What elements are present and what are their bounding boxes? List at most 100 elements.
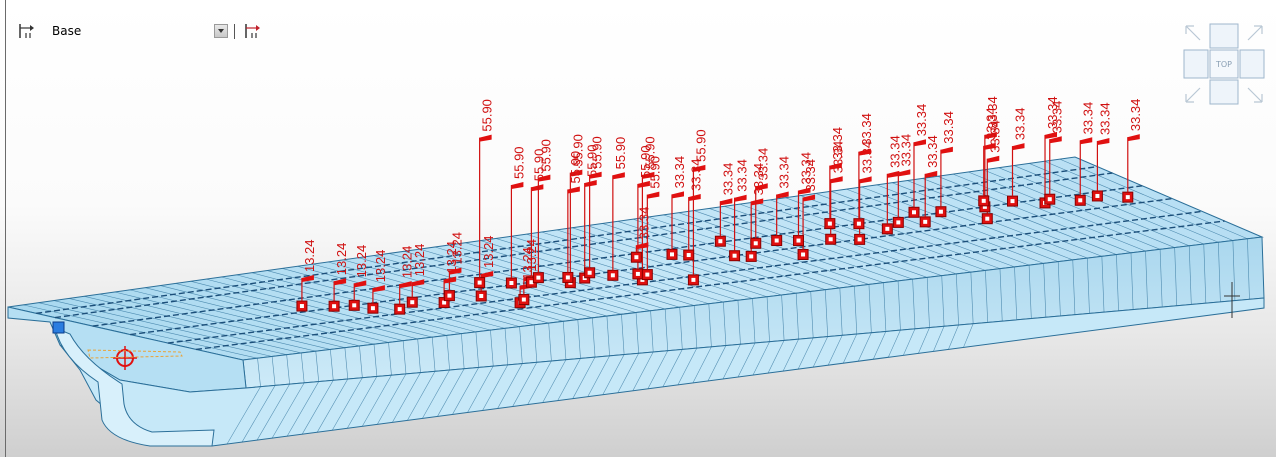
mesh-line [331,377,363,431]
load-flag [940,146,953,154]
point-load[interactable]: 13.24 [394,246,415,315]
point-load[interactable]: 13.24 [406,244,427,308]
load-flag [1127,134,1140,142]
strand-line [167,210,1203,344]
load-node-center [447,293,452,298]
mesh-line [572,357,596,399]
point-load[interactable]: 33.34 [771,156,792,247]
point-load[interactable]: 55.90 [532,139,553,284]
point-load[interactable]: 33.34 [978,107,999,207]
mesh-line [422,369,450,419]
point-load[interactable]: 33.34 [1122,99,1143,203]
mesh-line [1247,238,1250,300]
load-label: 33.34 [985,96,1000,129]
mesh-line [526,233,739,301]
point-load[interactable]: 13.24 [443,232,464,302]
load-flag [776,191,789,199]
point-load[interactable]: 13.24 [296,239,317,312]
mesh-line [1044,161,1234,241]
point-load[interactable]: 33.34 [824,127,845,230]
layer-name: Base [52,24,82,38]
point-load[interactable]: 55.90 [562,151,583,283]
point-load[interactable]: 33.34 [881,135,902,235]
mesh-line [723,301,727,346]
mesh-line [998,167,1190,247]
point-load[interactable]: 55.90 [525,149,546,288]
layer-edit-icon[interactable] [244,22,262,40]
mesh-line [497,363,523,409]
point-load[interactable]: 33.34 [792,152,813,247]
point-load[interactable]: 33.34 [750,148,771,249]
mesh-line [621,314,625,355]
mesh-line [937,176,1132,254]
mesh-line [1218,242,1221,302]
load-flag [531,184,544,192]
view-cube-face-label[interactable]: TOP [1215,60,1232,69]
load-flag [538,174,551,182]
point-load[interactable]: 13.24 [328,243,349,312]
load-label: 33.34 [830,127,845,160]
load-label: 55.90 [480,99,495,132]
load-flag [412,279,425,287]
strand-line [130,197,1173,336]
mesh-line [907,180,1102,257]
point-load[interactable]: 33.34 [1006,108,1027,207]
point-load[interactable]: 55.90 [632,145,653,280]
point-load[interactable]: 33.34 [1074,102,1095,206]
load-flag [1045,131,1058,139]
layer-tree-icon[interactable] [18,22,36,40]
view-cube-corner-arrows[interactable] [1185,25,1263,103]
mesh-line [815,193,1015,268]
point-load[interactable]: 33.34 [666,156,687,260]
view-cube[interactable]: TOP [1180,20,1270,110]
point-load[interactable]: 33.34 [919,135,940,228]
mesh-line [145,287,375,345]
strand-line [195,220,1225,351]
mesh-line [548,323,552,362]
load-label: 55.90 [570,134,585,167]
load-flag [589,171,602,179]
load-node-center [442,300,447,305]
mesh-line [1028,265,1032,319]
load-node-center [774,238,779,243]
point-load[interactable]: 33.34 [729,159,750,262]
load-node-center [529,280,534,285]
point-load[interactable]: 33.34 [935,111,956,218]
load-node-center [479,293,484,298]
mesh-line [693,305,698,349]
load-label: 33.34 [859,113,874,146]
point-load[interactable]: 33.34 [1091,102,1112,202]
mesh-line [519,326,523,364]
point-load[interactable]: 55.90 [687,129,708,286]
point-load[interactable]: 55.90 [607,137,628,281]
mesh-line [650,310,654,353]
load-label: 33.34 [689,158,704,191]
point-load[interactable]: 55.90 [584,136,605,279]
point-load[interactable]: 13.24 [367,250,388,314]
load-node-center [923,219,928,224]
point-load[interactable]: 55.90 [505,146,526,289]
point-load[interactable]: 33.34 [1044,101,1065,205]
load-label: 55.90 [647,156,662,189]
origin-marker [87,346,183,370]
point-load[interactable]: 33.34 [683,158,704,261]
layer-dropdown-button[interactable] [214,24,228,38]
point-load[interactable]: 55.90 [641,156,662,281]
point-load[interactable]: 13.24 [475,235,496,302]
point-load[interactable]: 13.24 [438,241,459,309]
load-flag [1097,137,1110,145]
point-load[interactable]: 33.34 [714,163,735,247]
load-node-center [938,209,943,214]
point-load[interactable]: 33.34 [853,113,874,230]
mesh-line [241,385,276,443]
point-load[interactable]: 55.90 [474,99,495,289]
mesh-line [662,349,683,387]
point-load[interactable]: 13.24 [348,245,369,311]
point-load[interactable]: 33.34 [892,134,913,228]
mesh-line [1043,263,1047,318]
point-load[interactable]: 33.34 [630,207,651,263]
point-load[interactable]: 33.34 [908,104,929,218]
